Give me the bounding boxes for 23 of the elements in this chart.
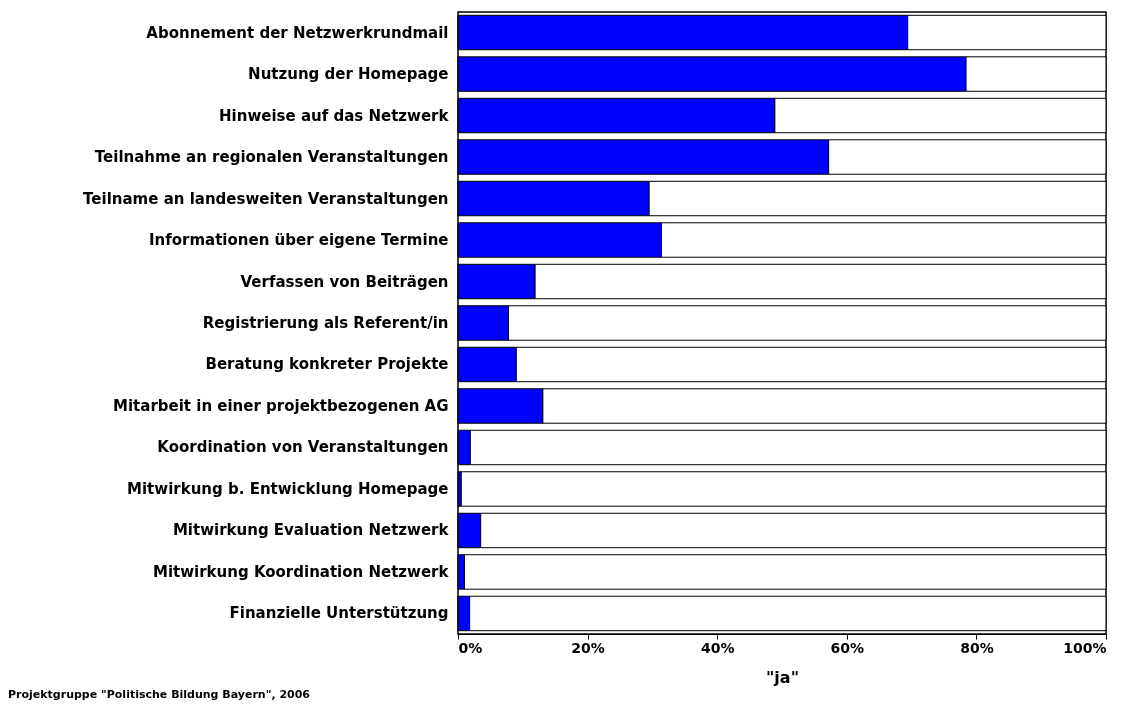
y-tick-label: Informationen über eigene Termine: [148, 231, 449, 250]
x-axis-title: "ja": [766, 667, 799, 687]
x-tick-label: 40%: [700, 639, 735, 656]
x-tick-label: 20%: [571, 639, 605, 656]
x-tick-label: 60%: [830, 639, 865, 656]
y-tick-label: Mitwirkung Koordination Netzwerk: [152, 562, 450, 581]
y-tick-label: Hinweise auf das Netzwerk: [219, 106, 450, 125]
y-tick-label: Abonnement der Netzwerkrundmail: [146, 23, 449, 42]
text: Projektgruppe "Politische Bildung Bayern", 2006: [8, 688, 311, 701]
y-tick-label: Mitarbeit in einer projektbezogenen AG: [113, 396, 449, 415]
y-tick-label: Teilnahme an regionalen Veranstaltungen: [94, 148, 449, 167]
x-tick-label: 100%: [1063, 639, 1107, 656]
y-tick-label: Beratung konkreter Projekte: [205, 355, 449, 374]
y-tick-label: Teilname an landesweiten Veranstaltungen: [83, 189, 449, 208]
y-tick-label: Registrierung als Referent/in: [202, 314, 449, 332]
y-tick-label: Nutzung der Homepage: [248, 65, 449, 84]
x-tick-label: 80%: [960, 639, 994, 656]
y-tick-label: Mitwirkung Evaluation Netzwerk: [172, 521, 450, 540]
x-tick-label: 0%: [458, 639, 483, 656]
y-tick-label: Koordination von Veranstaltungen: [157, 438, 449, 457]
y-tick-label: Mitwirkung b. Entwicklung Homepage: [127, 479, 449, 498]
y-tick-label: Finanzielle Unterstützung: [229, 604, 449, 623]
y-tick-label: Verfassen von Beiträgen: [240, 272, 449, 291]
